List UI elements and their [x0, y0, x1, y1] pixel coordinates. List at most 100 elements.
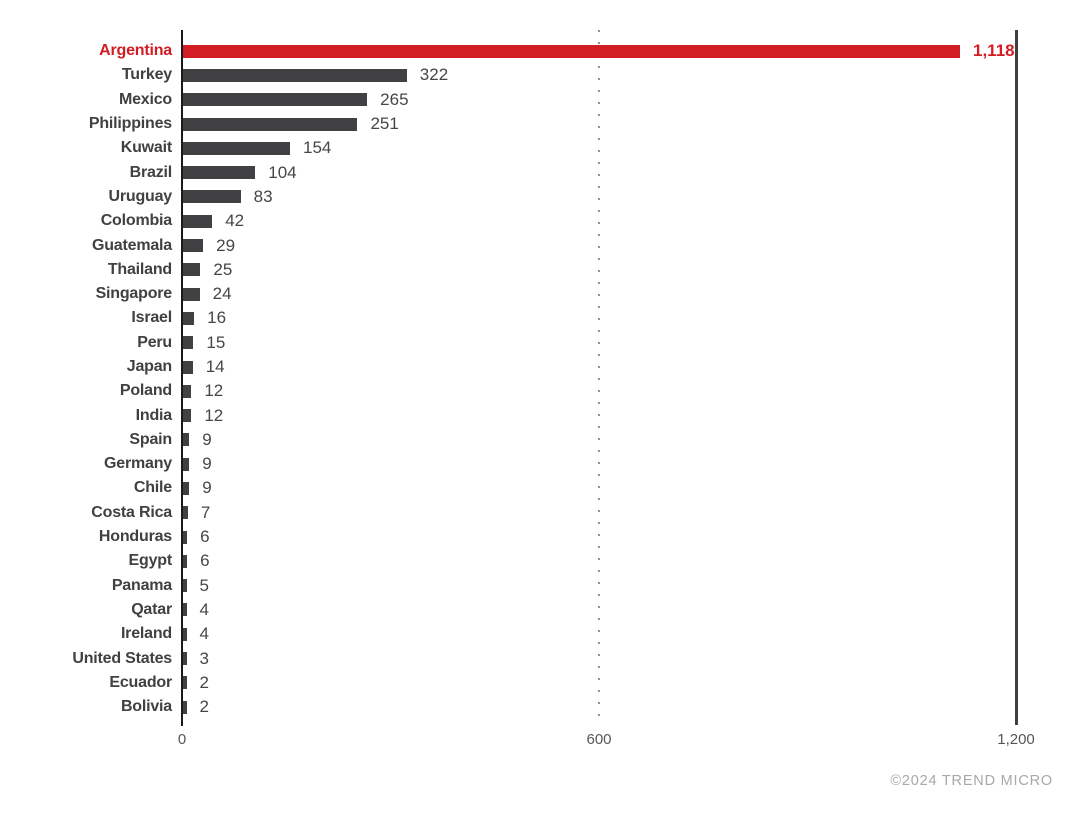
bar-row-qatar: Qatar 4	[0, 598, 1082, 622]
value-label-spain: 9	[202, 429, 212, 449]
bar-germany	[183, 457, 190, 471]
bar-row-egypt: Egypt 6	[0, 549, 1082, 573]
copyright-text: ©2024 TREND MICRO	[890, 773, 1053, 789]
bar-row-philippines: Philippines 251	[0, 112, 1082, 136]
bar-row-germany: Germany 9	[0, 452, 1082, 476]
value-label-egypt: 6	[200, 551, 210, 571]
category-label-mexico: Mexico	[118, 90, 172, 108]
bar-panama	[183, 579, 187, 593]
value-label-thailand: 25	[213, 259, 233, 279]
value-label-united-states: 3	[199, 648, 209, 668]
value-label-ireland: 4	[199, 624, 209, 644]
value-label-brazil: 104	[268, 162, 297, 182]
bar-row-bolivia: Bolivia 2	[0, 695, 1082, 719]
bar-row-argentina: Argentina 1,118	[0, 39, 1082, 63]
category-label-poland: Poland	[119, 382, 172, 400]
value-label-bolivia: 2	[199, 697, 209, 717]
bar-thailand	[183, 263, 201, 277]
value-label-kuwait: 154	[303, 138, 332, 158]
bar-row-mexico: Mexico 265	[0, 88, 1082, 112]
value-label-peru: 15	[206, 332, 226, 352]
value-label-israel: 16	[207, 308, 227, 328]
bar-row-uruguay: Uruguay 83	[0, 185, 1082, 209]
category-label-egypt: Egypt	[128, 552, 173, 570]
bar-row-israel: Israel 16	[0, 306, 1082, 330]
bar-row-brazil: Brazil 104	[0, 160, 1082, 184]
category-label-united-states: United States	[72, 649, 172, 667]
bar-ireland	[183, 627, 187, 641]
bar-israel	[183, 311, 195, 325]
bar-bolivia	[183, 700, 187, 714]
bar-peru	[183, 336, 194, 350]
category-label-thailand: Thailand	[107, 260, 172, 278]
bar-poland	[183, 384, 192, 398]
bar-uruguay	[183, 190, 241, 204]
bar-row-thailand: Thailand 25	[0, 258, 1082, 282]
bar-guatemala	[183, 239, 204, 253]
bar-philippines	[183, 117, 358, 131]
category-label-argentina: Argentina	[99, 42, 172, 60]
category-label-bolivia: Bolivia	[120, 698, 172, 716]
gridline-1200	[1015, 30, 1018, 725]
category-label-panama: Panama	[111, 576, 172, 594]
bar-row-panama: Panama 5	[0, 574, 1082, 598]
bar-kuwait	[183, 141, 291, 155]
value-label-singapore: 24	[212, 284, 232, 304]
category-label-philippines: Philippines	[88, 115, 172, 133]
bar-colombia	[183, 214, 213, 228]
value-label-mexico: 265	[380, 89, 409, 109]
bar-singapore	[183, 287, 200, 301]
bar-argentina	[183, 44, 960, 58]
category-label-guatemala: Guatemala	[91, 236, 172, 254]
value-label-colombia: 42	[225, 211, 245, 231]
category-label-brazil: Brazil	[129, 163, 173, 181]
bar-row-singapore: Singapore 24	[0, 282, 1082, 306]
bar-row-kuwait: Kuwait 154	[0, 136, 1082, 160]
value-label-philippines: 251	[370, 114, 399, 134]
value-label-uruguay: 83	[253, 186, 273, 206]
value-label-india: 12	[204, 405, 224, 425]
bar-row-japan: Japan 14	[0, 355, 1082, 379]
value-label-panama: 5	[199, 575, 209, 595]
value-label-germany: 9	[202, 454, 212, 474]
value-label-japan: 14	[205, 357, 225, 376]
category-label-uruguay: Uruguay	[108, 187, 173, 205]
x-tick-label-600: 600	[586, 731, 612, 748]
bar-spain	[183, 433, 190, 447]
bar-row-india: India 12	[0, 403, 1082, 427]
bar-row-peru: Peru 15	[0, 331, 1082, 355]
value-label-qatar: 4	[199, 599, 209, 619]
category-label-israel: Israel	[131, 309, 172, 327]
category-label-costa-rica: Costa Rica	[91, 503, 172, 521]
bar-row-spain: Spain 9	[0, 428, 1082, 452]
x-tick-label-0: 0	[177, 731, 187, 748]
category-label-honduras: Honduras	[98, 528, 172, 546]
value-label-poland: 12	[204, 381, 224, 401]
bar-row-costa-rica: Costa Rica 7	[0, 501, 1082, 525]
bar-japan	[183, 360, 193, 374]
category-label-peru: Peru	[137, 333, 172, 351]
gridline-0	[181, 30, 183, 726]
value-label-costa-rica: 7	[200, 502, 211, 522]
bar-mexico	[183, 93, 368, 107]
bar-costa-rica	[183, 506, 188, 520]
category-label-spain: Spain	[129, 430, 172, 448]
bar-brazil	[183, 166, 256, 180]
bar-row-guatemala: Guatemala 29	[0, 233, 1082, 257]
category-label-germany: Germany	[104, 455, 172, 473]
bar-united-states	[183, 652, 187, 666]
category-label-turkey: Turkey	[121, 66, 172, 84]
value-label-guatemala: 29	[216, 235, 236, 255]
bar-row-chile: Chile 9	[0, 476, 1082, 500]
category-label-india: India	[135, 406, 173, 424]
bar-row-united-states: United States 3	[0, 646, 1082, 670]
bar-india	[183, 409, 192, 423]
bar-row-poland: Poland 12	[0, 379, 1082, 403]
category-label-qatar: Qatar	[131, 600, 172, 618]
bar-ecuador	[183, 676, 187, 690]
bar-chile	[183, 481, 190, 495]
value-label-argentina: 1,118	[973, 41, 1015, 61]
category-label-singapore: Singapore	[95, 285, 173, 303]
